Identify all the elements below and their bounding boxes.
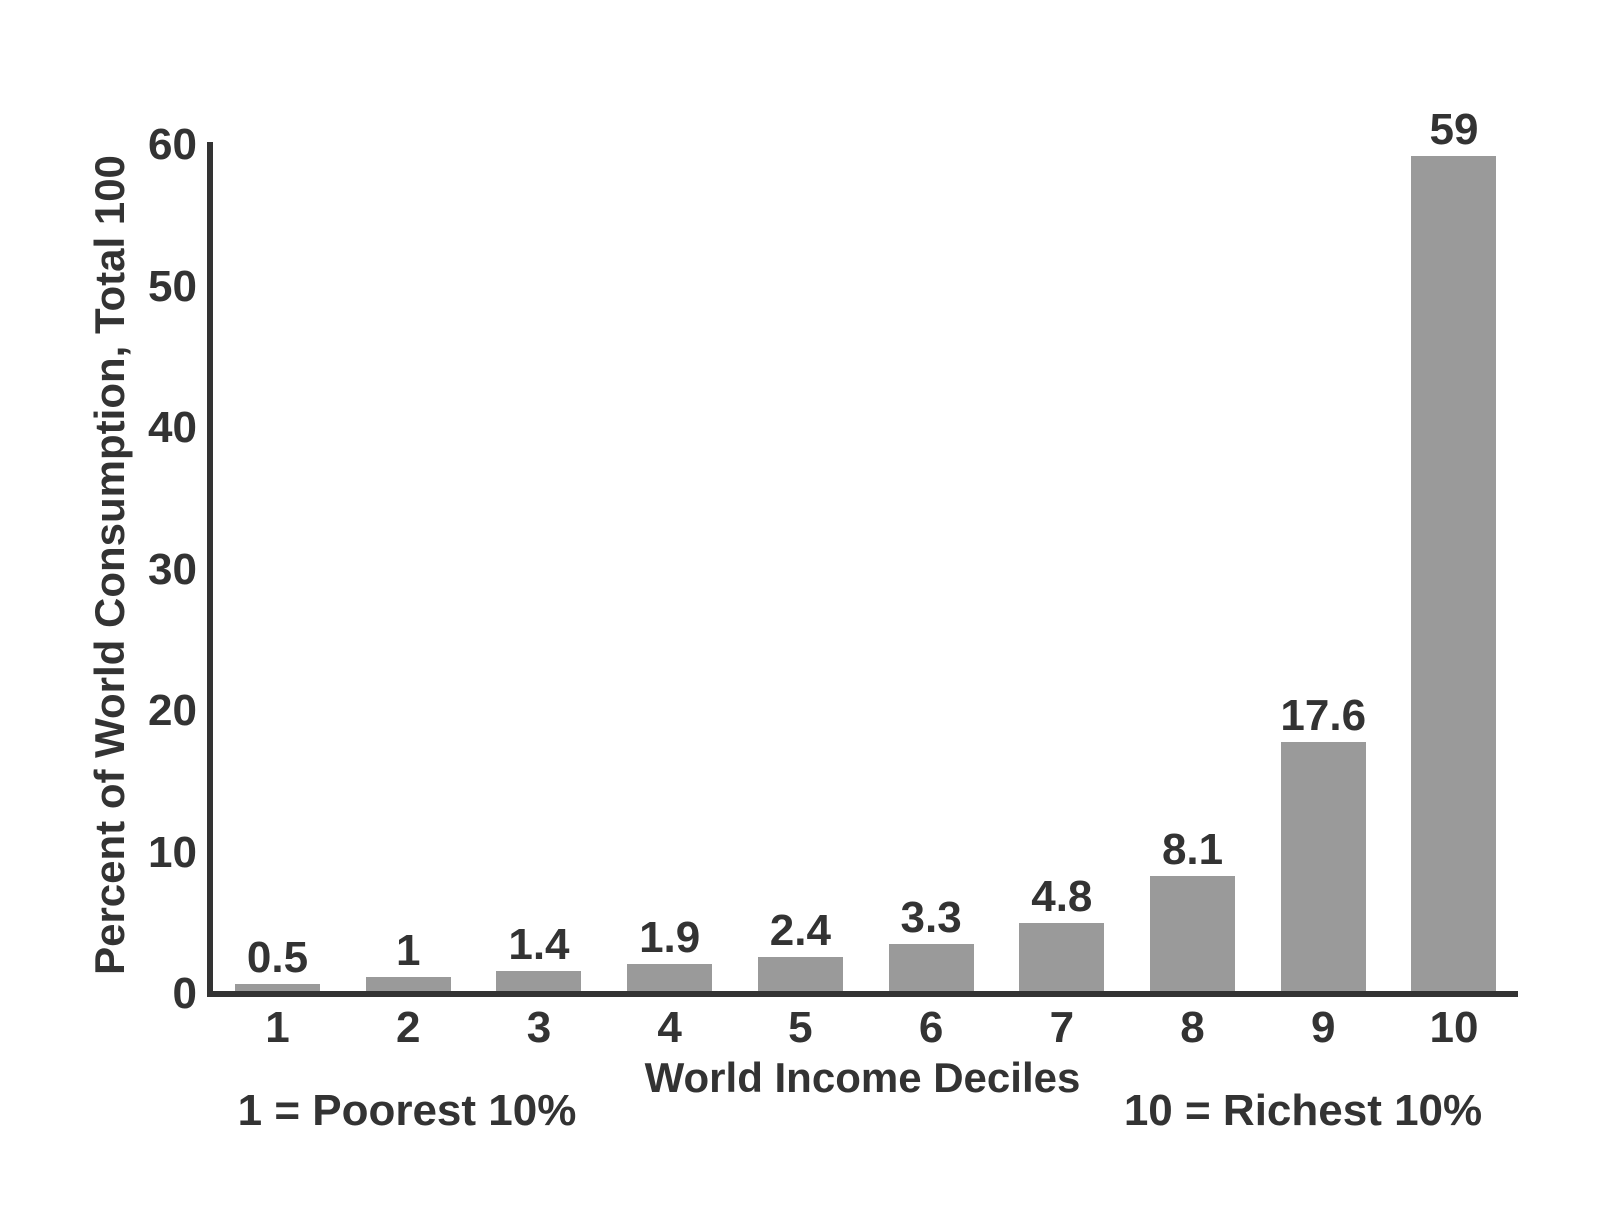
y-tick-label-50: 50 (148, 261, 197, 311)
bar-value-label-10: 59 (1429, 105, 1479, 155)
bar-decile-6 (888, 944, 974, 991)
bar-decile-2 (365, 976, 451, 991)
bar-decile-4 (627, 964, 713, 991)
y-tick-label-30: 30 (148, 544, 197, 594)
annotation-richest: 10 = Richest 10% (1123, 1086, 1483, 1135)
x-tick-label-4: 4 (657, 1003, 682, 1052)
x-tick-label-5: 5 (788, 1003, 813, 1052)
annotation-poorest: 1 = Poorest 10% (237, 1086, 577, 1135)
x-tick-label-8: 8 (1180, 1003, 1205, 1052)
x-axis-line (207, 991, 1518, 997)
bar-decile-1 (235, 983, 320, 991)
y-tick-label-40: 40 (148, 403, 197, 452)
y-axis-line (207, 142, 213, 997)
bar-value-label-3: 1.4 (508, 920, 570, 970)
bar-decile-5 (757, 957, 843, 991)
bar-value-label-2: 1 (395, 925, 421, 975)
bar-value-label-9: 17.6 (1280, 690, 1367, 740)
bar-value-label-8: 8.1 (1161, 825, 1224, 875)
x-tick-label-2: 2 (395, 1003, 421, 1052)
bar-decile-3 (496, 971, 582, 991)
x-tick-label-7: 7 (1049, 1003, 1075, 1052)
bar-decile-9 (1280, 741, 1366, 991)
x-axis-title: World Income Deciles (644, 1054, 1081, 1101)
x-tick-label-9: 9 (1311, 1003, 1336, 1052)
x-tick-label-10: 10 (1429, 1003, 1479, 1052)
x-tick-label-6: 6 (918, 1003, 944, 1052)
bar-value-label-5: 2.4 (769, 906, 831, 956)
bar-decile-7 (1019, 923, 1105, 991)
bar-value-label-4: 1.9 (639, 913, 701, 963)
bar-value-label-7: 4.8 (1031, 872, 1093, 922)
bar-value-label-1: 0.5 (246, 932, 309, 982)
y-tick-label-10: 10 (148, 827, 197, 877)
y-tick-label-0: 0 (172, 969, 197, 1018)
bar-value-label-6: 3.3 (900, 893, 962, 943)
y-tick-label-20: 20 (148, 686, 197, 735)
bar-decile-10 (1411, 156, 1497, 991)
x-tick-label-1: 1 (265, 1003, 290, 1052)
bar-decile-8 (1150, 876, 1236, 991)
x-tick-label-3: 3 (526, 1003, 552, 1052)
y-tick-label-60: 60 (148, 120, 197, 169)
